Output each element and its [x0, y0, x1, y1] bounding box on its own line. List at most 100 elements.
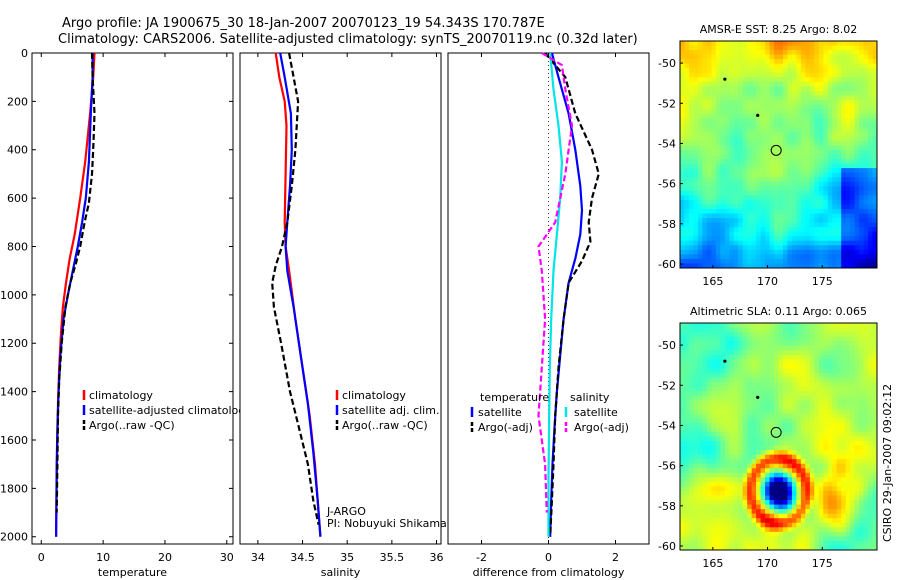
map-pixel	[841, 122, 847, 128]
map-pixel	[688, 495, 694, 501]
map-pixel	[760, 359, 766, 365]
map-pixel	[765, 409, 770, 415]
map-pixel	[720, 531, 726, 537]
map-pixel	[769, 345, 775, 351]
map-pixel	[729, 359, 735, 365]
map-pixel	[782, 113, 788, 119]
map-pixel	[836, 377, 842, 383]
map-pixel	[805, 168, 811, 174]
map-pixel	[827, 382, 833, 387]
map-pixel	[787, 222, 793, 228]
map-pixel	[760, 168, 766, 174]
map-pixel	[872, 240, 878, 246]
map-pixel	[872, 332, 878, 338]
map-pixel	[854, 213, 860, 219]
map-pixel	[827, 513, 833, 519]
map-pixel	[756, 422, 761, 428]
map-pixel	[742, 518, 748, 524]
map-pixel	[702, 354, 708, 360]
map-pixel	[845, 208, 851, 214]
map-pixel	[854, 540, 860, 546]
map-pixel	[769, 72, 775, 78]
map-pixel	[715, 400, 721, 406]
map-pixel	[863, 95, 869, 101]
map-pixel	[760, 95, 766, 101]
map-pixel	[823, 50, 829, 56]
map-pixel	[827, 95, 833, 101]
map-pixel	[765, 245, 770, 251]
map-pixel	[841, 436, 847, 442]
map-pixel	[805, 377, 811, 383]
map-pixel	[769, 104, 775, 110]
map-pixel	[854, 168, 860, 174]
map-pixel	[868, 513, 873, 519]
map-pixel	[680, 100, 685, 105]
map-pixel	[850, 368, 856, 374]
map-pixel	[697, 377, 703, 383]
map-pixel	[791, 258, 797, 264]
map-pixel	[805, 236, 811, 242]
map-pixel	[774, 213, 779, 219]
map-pixel	[809, 227, 815, 233]
map-pixel	[868, 208, 873, 214]
map-pixel	[818, 258, 824, 264]
map-pixel	[738, 359, 744, 365]
map-pixel	[823, 127, 829, 133]
map-pixel	[800, 131, 806, 137]
map-pixel	[854, 527, 860, 533]
map-pixel	[688, 459, 694, 465]
map-pixel	[787, 368, 793, 374]
map-pixel	[760, 441, 766, 446]
map-pixel	[742, 500, 748, 505]
map-pixel	[693, 204, 699, 210]
map-pixel	[680, 63, 685, 69]
map-pixel	[863, 540, 869, 546]
map-pixel	[711, 468, 717, 474]
map-pixel	[782, 100, 788, 105]
map-pixel	[715, 431, 721, 437]
map-pixel	[697, 441, 703, 446]
map-pixel	[791, 222, 797, 228]
map-pixel	[711, 140, 717, 146]
map-pixel	[715, 104, 721, 110]
map-pixel	[742, 513, 748, 519]
map-pixel	[742, 522, 748, 528]
map-pixel	[715, 490, 721, 496]
map-pixel	[738, 186, 744, 192]
map-pixel	[774, 63, 779, 69]
y-tick-label: 1200	[0, 337, 28, 350]
map-pixel	[787, 382, 793, 387]
map-pixel	[782, 336, 788, 342]
map-pixel	[724, 527, 730, 533]
map-pixel	[800, 254, 806, 260]
map-pixel	[791, 518, 797, 524]
map-pixel	[742, 422, 748, 428]
map-pixel	[720, 386, 726, 392]
map-pixel	[711, 254, 717, 260]
map-pixel	[715, 341, 721, 347]
map-pixel	[769, 195, 775, 201]
map-pixel	[715, 227, 721, 233]
map-pixel	[850, 68, 856, 74]
map-pixel	[845, 245, 851, 251]
map-pixel	[872, 513, 878, 519]
map-pixel	[684, 500, 690, 505]
map-pixel	[796, 422, 802, 428]
map-pixel	[720, 204, 726, 210]
map-pixel	[706, 122, 712, 128]
map-pixel	[854, 172, 860, 178]
map-pixel	[872, 263, 878, 269]
map-pixel	[774, 327, 779, 333]
map-pixel	[702, 127, 708, 133]
map-pixel	[814, 490, 820, 496]
map-pixel	[680, 258, 685, 264]
map-pixel	[724, 522, 730, 528]
map-pixel	[832, 213, 838, 219]
map-pixel	[805, 159, 811, 164]
map-pixel	[782, 413, 788, 419]
map-pixel	[827, 50, 833, 56]
map-pixel	[805, 327, 811, 333]
map-pixel	[688, 327, 694, 333]
map-pixel	[850, 404, 856, 410]
